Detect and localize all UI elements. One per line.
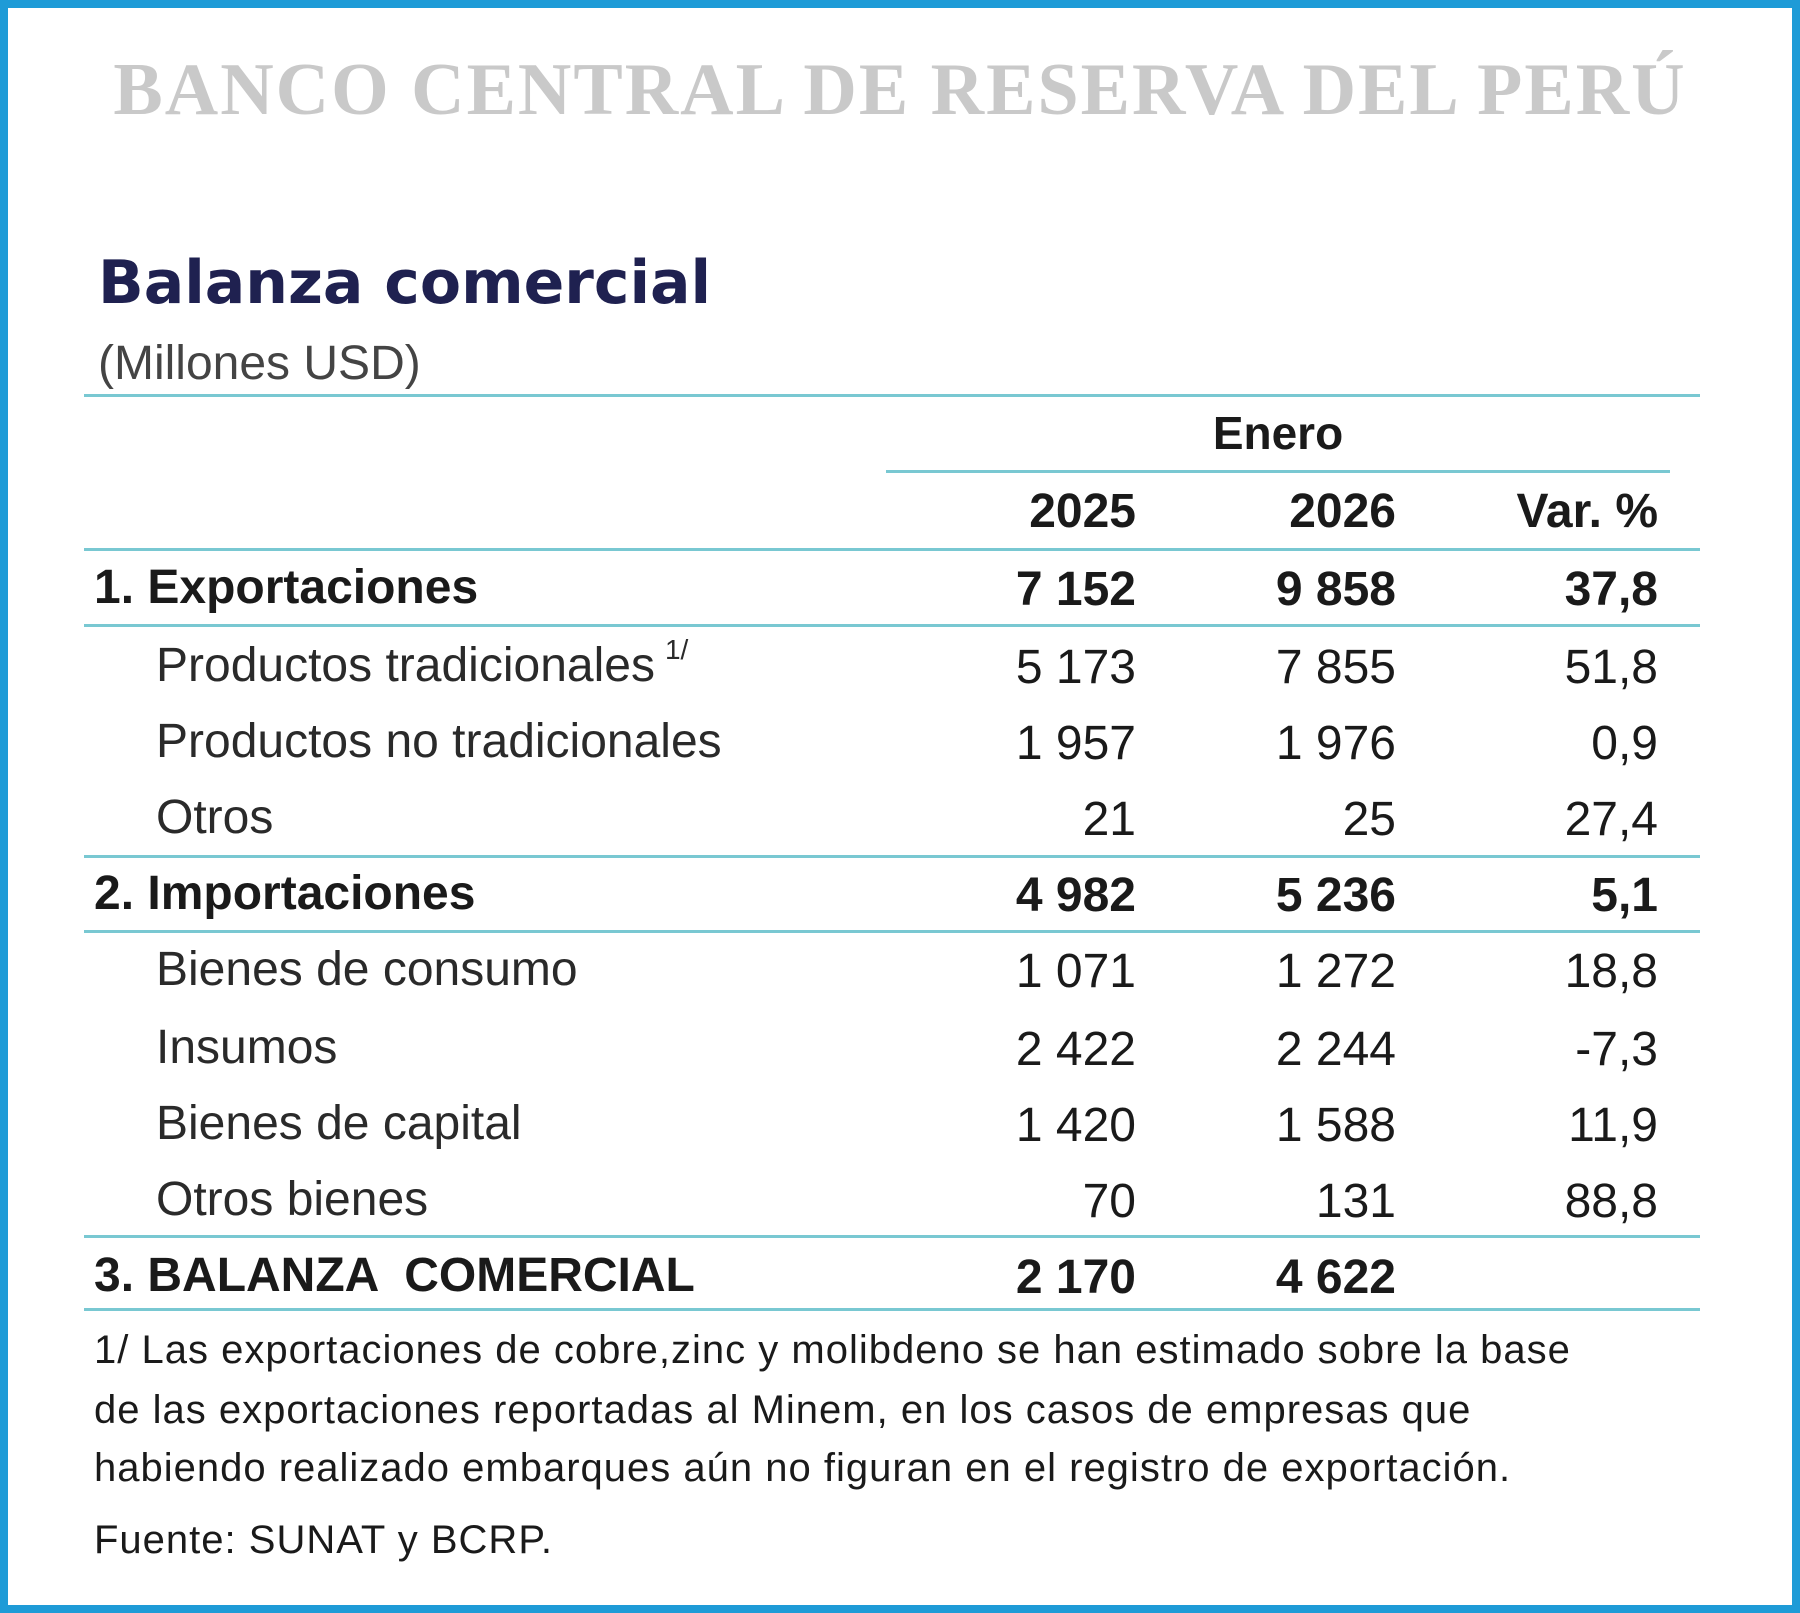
table-cell: 51,8 — [1564, 641, 1658, 694]
row-label-bienes-de-capital: Bienes de capital — [156, 1097, 522, 1150]
table-cell: 131 — [1315, 1175, 1396, 1228]
section-rule — [84, 930, 1700, 933]
table-cell: 18,8 — [1564, 945, 1658, 998]
table-cell: 27,4 — [1564, 793, 1658, 846]
table-cell: 2 244 — [1275, 1023, 1396, 1076]
period-rule — [886, 470, 1670, 473]
table-cell: 5 236 — [1275, 869, 1396, 922]
table-cell: 1 976 — [1275, 717, 1396, 770]
section-rule — [84, 1235, 1700, 1238]
source-note: Fuente: SUNAT y BCRP. — [94, 1518, 553, 1562]
table-cell: 11,9 — [1568, 1099, 1658, 1152]
table-cell: 4 982 — [1015, 869, 1136, 922]
table-subtitle: (Millones USD) — [98, 337, 421, 390]
table-cell: 0,9 — [1591, 717, 1658, 770]
table-cell: 1 420 — [1015, 1099, 1136, 1152]
bottom-rule — [84, 1308, 1700, 1311]
table-cell: 70 — [1082, 1175, 1136, 1228]
row-label-otros-bienes: Otros bienes — [156, 1173, 429, 1226]
section-rule — [84, 855, 1700, 858]
footnote-marker: 1/ — [664, 634, 689, 665]
table-cell: 21 — [1082, 793, 1136, 846]
table-cell: 1 071 — [1015, 945, 1136, 998]
table-cell: 1 957 — [1015, 717, 1136, 770]
table-cell: 4 622 — [1275, 1251, 1396, 1304]
table-cell: 2 170 — [1015, 1251, 1136, 1304]
row-label-productos-no-tradicionales: Productos no tradicionales — [156, 715, 722, 768]
table-cell: 5 173 — [1015, 641, 1136, 694]
table-cell: 7 152 — [1015, 563, 1136, 616]
row-label-productos-tradicionales: Productos tradicionales 1/ — [156, 634, 688, 693]
row-label-balanza-comercial: 3. BALANZA COMERCIAL — [94, 1249, 695, 1302]
table-cell: 25 — [1342, 793, 1396, 846]
table-cell: 5,1 — [1591, 869, 1658, 922]
row-label-text: Productos tradicionales — [156, 639, 655, 692]
column-header-2025: 2025 — [1029, 485, 1136, 538]
bank-name-header: BANCO CENTRAL DE RESERVA DEL PERÚ — [113, 49, 1687, 131]
footnote-line: habiendo realizado embarques aún no figu… — [94, 1446, 1512, 1490]
table-cell: 37,8 — [1564, 563, 1658, 616]
row-label-insumos: Insumos — [156, 1021, 338, 1074]
period-header: Enero — [1212, 407, 1344, 459]
row-label-otros: Otros — [156, 791, 274, 844]
footnote-line: 1/ Las exportaciones de cobre,zinc y mol… — [94, 1328, 1571, 1372]
column-header-var: Var. % — [1516, 485, 1658, 538]
column-header-2026: 2026 — [1289, 485, 1396, 538]
row-label-exportaciones: 1. Exportaciones — [94, 561, 479, 614]
section-rule — [84, 624, 1700, 627]
row-label-importaciones: 2. Importaciones — [94, 867, 476, 920]
table-cell: 1 588 — [1275, 1099, 1396, 1152]
row-label-bienes-de-consumo: Bienes de consumo — [156, 943, 578, 996]
table-cell: 1 272 — [1275, 945, 1396, 998]
top-rule — [84, 394, 1700, 397]
table-cell: 7 855 — [1275, 641, 1396, 694]
table-cell: -7,3 — [1575, 1023, 1658, 1076]
table-cell: 9 858 — [1275, 563, 1396, 616]
footnote-line: de las exportaciones reportadas al Minem… — [94, 1388, 1472, 1432]
table-title: Balanza comercial — [98, 248, 712, 318]
table-cell: 88,8 — [1564, 1175, 1658, 1228]
table-cell: 2 422 — [1015, 1023, 1136, 1076]
header-rule — [84, 548, 1700, 551]
